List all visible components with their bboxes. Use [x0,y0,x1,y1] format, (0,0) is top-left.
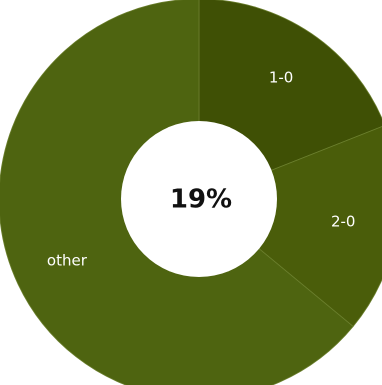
slice-label-1-0: 1-0 [269,69,294,87]
slice-label-other: other [47,252,88,270]
donut-hole [121,121,277,277]
slice-2-0[interactable] [198,125,382,328]
center-percentage: 19% [170,185,232,215]
slice-label-2-0: 2-0 [331,212,356,230]
slice-labels: 1-0 2-0 other [47,69,356,270]
